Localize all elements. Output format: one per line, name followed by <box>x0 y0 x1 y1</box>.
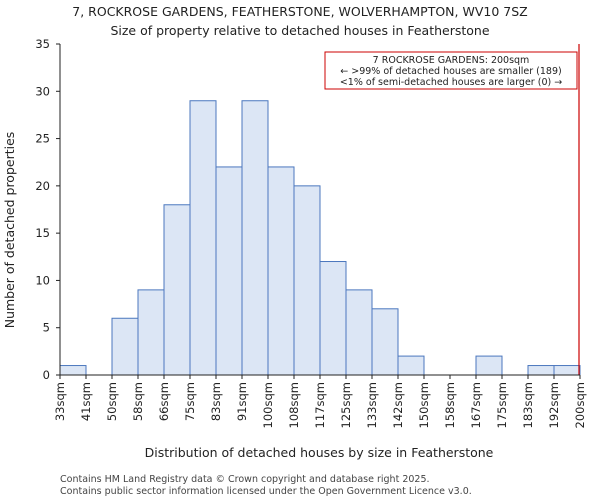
x-tick-label: 200sqm <box>573 382 587 428</box>
footer-line-2: Contains public sector information licen… <box>60 486 472 497</box>
bar-183sqm <box>527 365 555 376</box>
bar-66sqm <box>163 204 191 376</box>
annotation-line-2: ← >99% of detached houses are smaller (1… <box>340 66 561 77</box>
y-tick-label: 0 <box>43 368 50 382</box>
y-tick-label: 25 <box>35 132 50 146</box>
x-tick-label: 58sqm <box>131 382 145 421</box>
annotation-line-1: 7 ROCKROSE GARDENS: 200sqm <box>373 55 530 66</box>
bar-117sqm <box>319 261 347 376</box>
axes-group <box>56 43 581 379</box>
bar-133sqm <box>371 308 399 376</box>
footer-line-1: Contains HM Land Registry data © Crown c… <box>60 474 430 485</box>
bar-192sqm <box>553 365 581 376</box>
y-tick-label: 10 <box>35 273 50 287</box>
y-tick-label: 5 <box>43 321 50 335</box>
x-tick-label: 108sqm <box>287 382 301 428</box>
x-tick-label: 175sqm <box>495 382 509 428</box>
x-tick-label: 50sqm <box>105 382 119 421</box>
y-tick-labels: 0 5 10 15 20 25 30 35 <box>35 37 50 382</box>
bar-75sqm <box>189 100 217 376</box>
bar-91sqm <box>241 100 269 376</box>
bars-group <box>59 100 581 376</box>
bar-108sqm <box>293 185 321 376</box>
x-tick-label: 41sqm <box>79 382 93 421</box>
y-tick-label: 35 <box>35 37 50 51</box>
x-tick-label: 83sqm <box>209 382 223 421</box>
bar-58sqm <box>137 289 165 376</box>
bar-125sqm <box>345 289 373 376</box>
x-tick-label: 91sqm <box>235 382 249 421</box>
chart-subtitle: Size of property relative to detached ho… <box>110 23 489 38</box>
x-tick-label: 117sqm <box>313 382 327 428</box>
x-tick-label: 33sqm <box>53 382 67 421</box>
x-tick-label: 100sqm <box>261 382 275 428</box>
y-axis-label: Number of detached properties <box>2 132 17 329</box>
x-tick-label: 125sqm <box>339 382 353 428</box>
bar-83sqm <box>215 166 243 376</box>
annotation-box <box>324 51 578 90</box>
bar-100sqm <box>267 166 295 376</box>
y-tick-label: 15 <box>35 226 50 240</box>
bar-167sqm <box>475 355 503 376</box>
x-tick-label: 158sqm <box>443 382 457 428</box>
bar-142sqm <box>397 355 425 376</box>
x-tick-label: 167sqm <box>469 382 483 428</box>
marker-group: 7 ROCKROSE GARDENS: 200sqm← >99% of deta… <box>324 44 580 375</box>
x-tick-label: 183sqm <box>521 382 535 428</box>
y-tick-label: 30 <box>35 84 50 98</box>
annotation-line-3: <1% of semi-detached houses are larger (… <box>340 77 562 88</box>
x-tick-label: 150sqm <box>417 382 431 428</box>
y-tick-label: 20 <box>35 179 50 193</box>
x-axis-label: Distribution of detached houses by size … <box>145 445 494 460</box>
x-tick-label: 133sqm <box>365 382 379 428</box>
bar-33sqm <box>59 365 87 376</box>
x-tick-label: 75sqm <box>183 382 197 421</box>
x-tick-labels: 33sqm 41sqm 50sqm 58sqm 66sqm 75sqm 83sqm 91sqm… <box>53 382 587 428</box>
x-tick-label: 66sqm <box>157 382 171 421</box>
x-tick-label: 192sqm <box>547 382 561 428</box>
bar-50sqm <box>111 317 139 376</box>
x-tick-label: 142sqm <box>391 382 405 428</box>
chart-title: 7, ROCKROSE GARDENS, FEATHERSTONE, WOLVE… <box>72 4 527 19</box>
